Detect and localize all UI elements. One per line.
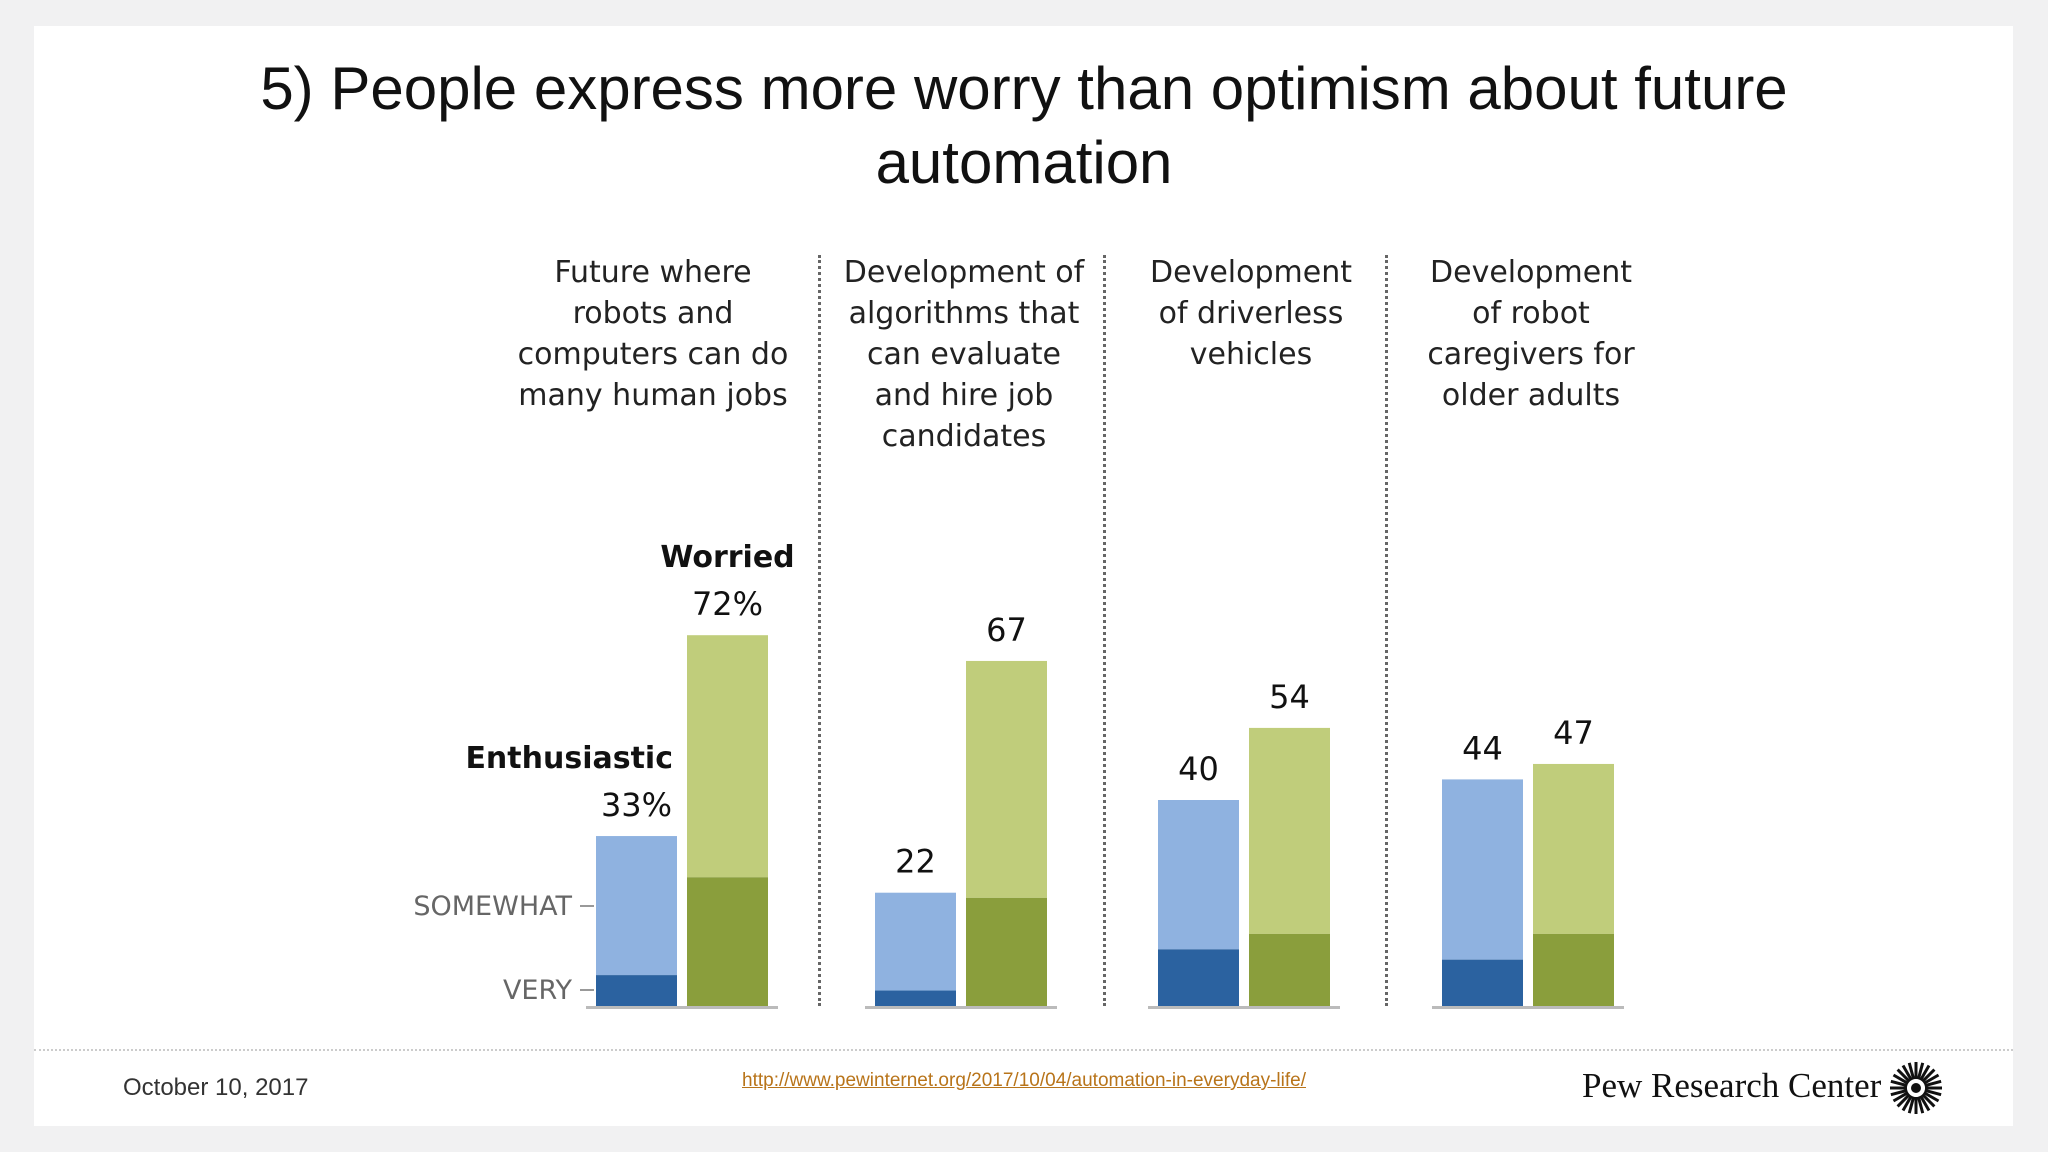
brand-name: Pew Research Center	[1582, 1066, 1882, 1105]
category-label-line: caregivers for	[1427, 337, 1635, 372]
category-label-line: Development	[1150, 255, 1352, 290]
bar-somewhat	[1158, 800, 1239, 950]
category-label-line: Future where	[554, 255, 752, 290]
bar-somewhat	[687, 635, 768, 878]
baseline	[1148, 1006, 1340, 1009]
bar-very	[687, 877, 768, 1006]
category-label-line: computers can do	[517, 337, 789, 372]
bar-very	[1158, 949, 1239, 1006]
group-divider	[1385, 255, 1388, 1006]
value-label: 54	[1269, 678, 1310, 716]
bar-somewhat	[1533, 763, 1614, 934]
category-label-line: Development of	[843, 255, 1085, 290]
value-label: 44	[1462, 729, 1503, 767]
bar-somewhat	[875, 892, 956, 991]
bar-very	[875, 990, 956, 1006]
bar-somewhat	[1249, 727, 1330, 934]
bar-very	[596, 975, 677, 1006]
baseline	[586, 1006, 778, 1009]
title-line-1: 5) People express more worry than optimi…	[260, 55, 1788, 122]
value-label: 67	[986, 611, 1027, 649]
category-label: Development of algorithms that can evaluat…	[819, 252, 1109, 457]
footer-divider	[34, 1049, 2013, 1051]
category-label-line: candidates	[881, 419, 1047, 454]
group-divider	[1103, 255, 1106, 1006]
pew-logo-icon	[1890, 1062, 1942, 1114]
baseline	[1432, 1006, 1624, 1009]
series-header: Enthusiastic	[465, 741, 673, 776]
source-link[interactable]: http://www.pewinternet.org/2017/10/04/au…	[742, 1070, 1306, 1091]
category-label-line: and hire job	[874, 378, 1054, 413]
bar-very	[1442, 959, 1523, 1006]
value-label: 72%	[692, 585, 763, 623]
category-label-line: robots and	[572, 296, 734, 331]
value-label: 40	[1178, 750, 1219, 788]
category-label-line: vehicles	[1189, 337, 1313, 372]
category-label-line: can evaluate	[867, 337, 1061, 372]
bar-somewhat	[1442, 779, 1523, 960]
bar-very	[966, 897, 1047, 1006]
category-label-line: of driverless	[1158, 296, 1344, 331]
title-line-2: automation	[875, 129, 1173, 196]
group-divider	[818, 255, 821, 1006]
category-label-line: many human jobs	[518, 378, 788, 413]
category-label: Development of robot caregivers for older a…	[1386, 252, 1676, 416]
category-label-line: of robot	[1472, 296, 1590, 331]
series-header: Worried	[660, 540, 794, 575]
value-label: 47	[1553, 714, 1594, 752]
category-label-line: older adults	[1441, 378, 1621, 413]
category-label: Future where robots and computers can do ma…	[508, 252, 798, 416]
category-label-line: algorithms that	[848, 296, 1080, 331]
axis-label-somewhat: SOMEWHAT	[413, 891, 572, 922]
value-label: 22	[895, 843, 936, 881]
category-label: Development of driverless vehicles	[1106, 252, 1396, 375]
bar-very	[1533, 933, 1614, 1006]
footer-date: October 10, 2017	[123, 1074, 309, 1101]
axis-label-very: VERY	[503, 975, 573, 1006]
value-label: 33%	[601, 786, 672, 824]
baseline	[865, 1006, 1057, 1009]
bar-somewhat	[966, 660, 1047, 898]
bar-somewhat	[596, 836, 677, 976]
category-label-line: Development	[1430, 255, 1632, 290]
bar-very	[1249, 933, 1330, 1006]
